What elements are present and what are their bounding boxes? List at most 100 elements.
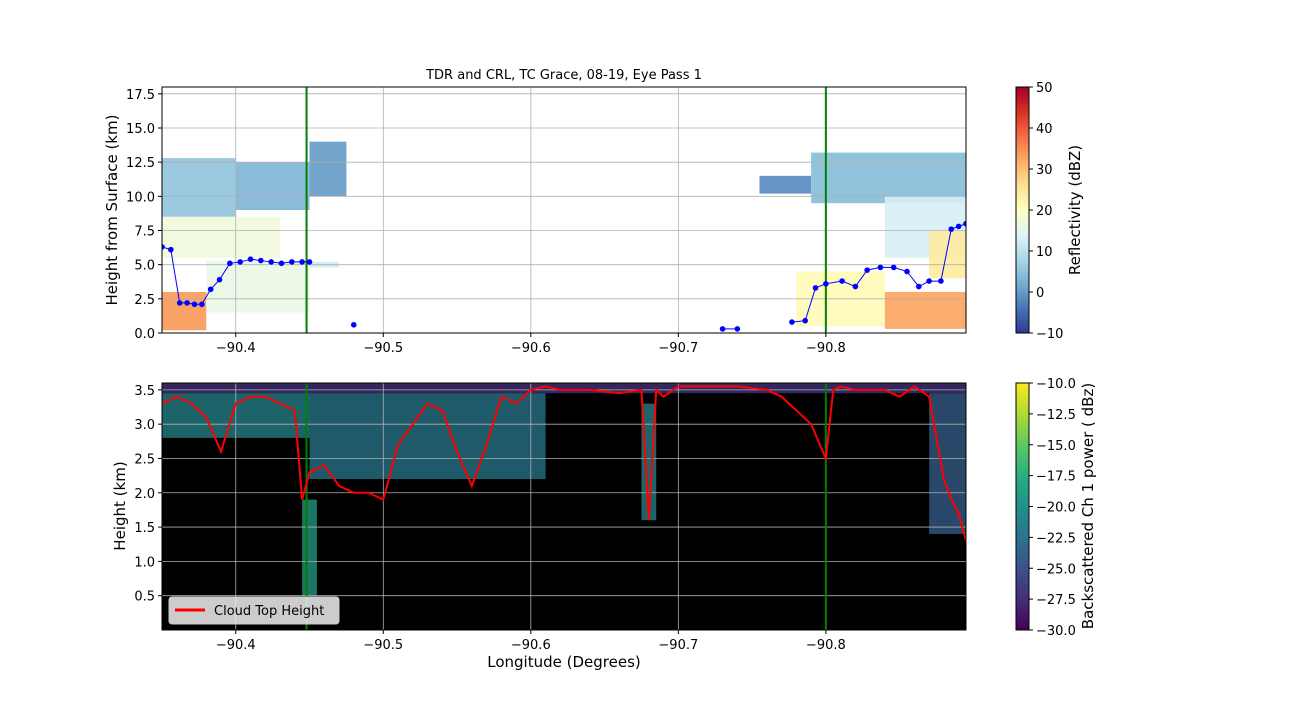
top-series-0-point-1: [168, 246, 174, 253]
bottom-series: [162, 385, 966, 542]
backscatter-colorbar-label: Backscattered Ch 1 power ( dBz): [1079, 383, 1097, 629]
top-x-tick-label-0: −90.4: [216, 341, 256, 356]
top-field-region-7: [759, 175, 812, 194]
top-x-tick-label-3: −90.7: [658, 341, 698, 356]
top-series-3-point-13: [948, 226, 955, 232]
top-series-0-point-7: [216, 276, 223, 283]
bot-y-tick-label-6: 3.5: [134, 384, 155, 399]
top-series-3-point-2: [812, 285, 819, 291]
reflectivity-colorbar-scale: [1015, 86, 1030, 334]
backscatter-colorbar-scale: [1015, 382, 1030, 631]
top-y-tick-label-1: 2.5: [134, 293, 155, 308]
top-series-3-point-1: [802, 317, 808, 324]
top-series-3-point-11: [926, 278, 932, 284]
top-field-region-8: [811, 152, 966, 204]
top-colorbar-tick-label-5: 40: [1036, 122, 1053, 137]
top-colorbar-tick-label-2: 10: [1036, 245, 1053, 260]
top-series-3-point-3: [823, 281, 829, 287]
top-series-0-point-16: [306, 259, 313, 265]
top-y-tick-label-2: 5.0: [134, 259, 155, 274]
bot-colorbar-tick-label-4: −20.0: [1036, 501, 1076, 516]
bot-y-tick-label-0: 0.5: [134, 590, 155, 605]
top-series-3-point-12: [938, 278, 944, 284]
top-series-0-point-8: [227, 260, 233, 267]
top-series-0-point-2: [176, 300, 183, 306]
top-series-0-point-10: [247, 256, 254, 263]
top-vertical-lines: [305, 87, 827, 333]
bottom-x-ticks: −90.4 −90.5 −90.6 −90.7 −90.8: [216, 630, 846, 653]
top-y-tick-label-3: 7.5: [134, 225, 155, 240]
top-series-0-point-0: [162, 244, 165, 250]
bot-field-region-5: [641, 403, 657, 521]
top-colorbar-tick-label-1: 0: [1036, 286, 1044, 301]
top-series-0-point-14: [289, 259, 295, 265]
top-field-region-5: [206, 260, 310, 313]
backscatter-panel: −90.4 −90.5 −90.6 −90.7 −90.8 0.5 1.0 1.5 2.0 2.…: [111, 382, 967, 671]
top-field-region-12: [929, 230, 966, 279]
top-y-tick-label-6: 15.0: [126, 122, 155, 137]
top-series-3-point-7: [877, 264, 884, 271]
top-series-0-point-11: [258, 257, 264, 264]
top-series-0-point-15: [299, 259, 305, 265]
top-axes-frame: [161, 86, 967, 334]
top-grid: [162, 87, 966, 334]
bot-x-tick-label-4: −90.8: [806, 638, 846, 653]
bot-x-tick-label-1: −90.5: [363, 638, 403, 653]
top-y-tick-label-0: 0.0: [134, 327, 155, 342]
top-series-3-point-0: [789, 319, 795, 325]
bot-colorbar-tick-label-8: −10.0: [1036, 377, 1076, 392]
top-reflectivity-field: [162, 141, 966, 331]
top-series-0-point-3: [184, 300, 190, 306]
top-colorbar-tick-label-4: 30: [1036, 163, 1053, 178]
legend: Cloud Top Height: [168, 596, 340, 625]
bottom-vertical-lines: [305, 383, 827, 630]
top-series-0-point-6: [207, 286, 214, 293]
reflectivity-colorbar: −10 0 10 20 30 40 50 Reflectivity (dBZ): [1015, 81, 1084, 342]
top-y-tick-label-7: 17.5: [126, 88, 155, 103]
top-series-2-point-1: [734, 326, 741, 332]
top-series-3-point-6: [864, 267, 870, 273]
bot-colorbar-tick-label-3: −22.5: [1036, 531, 1076, 546]
top-y-tick-label-5: 12.5: [126, 156, 155, 171]
top-series-3-point-14: [955, 223, 962, 230]
top-series-line-3: [791, 223, 966, 323]
reflectivity-colorbar-ticks: −10 0 10 20 30 40 50: [1029, 81, 1063, 342]
bot-y-tick-label-1: 1.0: [134, 555, 155, 570]
top-x-ticks: −90.4 −90.5 −90.6 −90.7 −90.8: [216, 333, 846, 356]
backscatter-colorbar-ticks: −30.0 −27.5 −25.0 −22.5 −20.0 −17.5 −15.0 −12.5…: [1029, 377, 1076, 639]
bot-colorbar-tick-label-2: −25.0: [1036, 562, 1076, 577]
top-series-3-point-9: [904, 268, 910, 275]
top-series-3-point-8: [890, 264, 897, 271]
bot-x-tick-label-2: −90.6: [511, 638, 551, 653]
top-colorbar-tick-label-3: 20: [1036, 204, 1053, 219]
backscatter-colorbar: −30.0 −27.5 −25.0 −22.5 −20.0 −17.5 −15.0 −12.5…: [1015, 377, 1097, 639]
bottom-y-axis-label: Height (km): [111, 461, 129, 550]
top-colorbar-tick-label-6: 50: [1036, 81, 1053, 96]
top-series: [162, 220, 966, 332]
top-series-3-point-10: [915, 283, 922, 290]
bottom-axes-frame: [161, 382, 967, 631]
bot-colorbar-tick-label-5: −17.5: [1036, 470, 1076, 485]
bot-field-region-0: [162, 383, 966, 394]
top-series-0-point-5: [199, 301, 205, 308]
top-field-region-4: [162, 292, 207, 331]
bot-colorbar-tick-label-7: −12.5: [1036, 408, 1076, 423]
legend-box: [168, 596, 340, 625]
reflectivity-colorbar-label: Reflectivity (dBZ): [1066, 145, 1084, 275]
top-field-region-0: [162, 158, 236, 217]
bot-field-region-4: [302, 499, 317, 596]
top-x-tick-label-4: −90.8: [806, 341, 846, 356]
top-x-tick-label-2: −90.6: [511, 341, 551, 356]
top-series-3-point-5: [852, 283, 859, 290]
bottom-x-axis-label: Longitude (Degrees): [487, 653, 641, 671]
top-colorbar-tick-label-0: −10: [1036, 327, 1063, 342]
top-field-region-1: [235, 162, 310, 210]
top-y-tick-label-4: 10.0: [126, 190, 155, 205]
top-x-tick-label-1: −90.5: [363, 341, 403, 356]
top-series-3-point-15: [963, 220, 966, 227]
bot-y-tick-label-4: 2.5: [134, 452, 155, 467]
top-series-3-point-4: [839, 278, 845, 284]
bot-field-region-2: [309, 393, 546, 480]
bot-y-tick-label-2: 1.5: [134, 521, 155, 536]
